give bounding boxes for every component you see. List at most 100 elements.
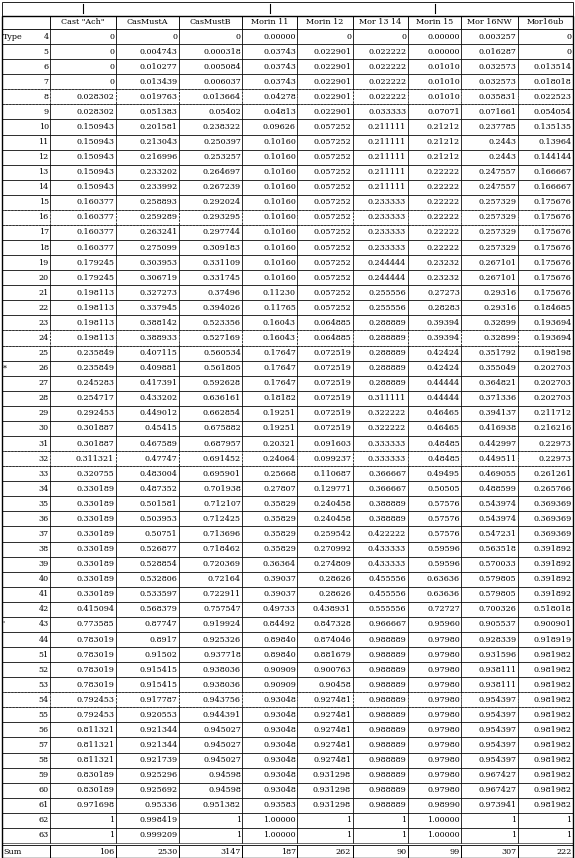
Bar [297,135,352,149]
Text: 44: 44 [39,636,49,644]
Bar [518,587,573,601]
Text: 0.03743: 0.03743 [263,78,296,86]
Text: 0.570033: 0.570033 [478,560,516,568]
Text: 1: 1 [236,817,241,825]
Bar [179,527,243,541]
Text: 0.013439: 0.013439 [139,78,178,86]
Bar [116,527,179,541]
Text: 0.967427: 0.967427 [478,786,516,795]
Text: 0.175676: 0.175676 [534,228,572,237]
Bar [297,165,352,179]
Text: 0.006037: 0.006037 [203,78,241,86]
Text: 0.022222: 0.022222 [368,93,406,101]
Bar [2,376,50,390]
Text: 0.330189: 0.330189 [76,545,114,553]
Text: Mor16ub: Mor16ub [527,19,564,27]
Text: 0.022901: 0.022901 [313,93,351,101]
Text: 0.355049: 0.355049 [478,364,516,372]
Text: 0.003257: 0.003257 [478,33,516,40]
Bar [297,89,352,105]
Text: 0: 0 [109,33,114,40]
Bar [408,89,461,105]
Bar [518,722,573,738]
Text: 0.10160: 0.10160 [263,274,296,281]
Text: 0.415094: 0.415094 [76,606,114,613]
Text: 0.487352: 0.487352 [140,485,178,492]
Text: 0.927481: 0.927481 [313,726,351,734]
Text: 0.253257: 0.253257 [203,153,241,161]
Text: 0.237785: 0.237785 [478,123,516,131]
Bar [2,346,50,360]
Bar [408,451,461,466]
Text: 0.10160: 0.10160 [263,258,296,267]
Text: 0.921344: 0.921344 [139,741,178,749]
Bar [179,662,243,677]
Bar [2,466,50,481]
Text: 0.87747: 0.87747 [145,620,178,628]
Text: 0.95960: 0.95960 [427,620,460,628]
Bar [2,828,50,843]
Text: 0.691452: 0.691452 [203,455,241,462]
Text: 0.330189: 0.330189 [76,590,114,598]
Text: 0.988889: 0.988889 [369,680,406,689]
Text: 0.46465: 0.46465 [427,409,460,417]
Text: 0.944391: 0.944391 [202,711,241,719]
Text: 0.971698: 0.971698 [76,801,114,809]
Text: 0.442997: 0.442997 [478,439,516,448]
Text: 1: 1 [511,831,516,839]
Bar [243,571,297,587]
Bar [2,647,50,662]
Bar [408,782,461,798]
Bar [518,316,573,330]
Bar [50,466,116,481]
Text: 0.000318: 0.000318 [203,47,241,56]
Text: 0.438931: 0.438931 [313,606,351,613]
Bar [297,541,352,557]
Text: 0.274809: 0.274809 [313,560,351,568]
Text: 0.560534: 0.560534 [203,349,241,357]
Bar [50,330,116,346]
Bar [408,707,461,722]
Bar [297,481,352,496]
Text: 0.259542: 0.259542 [313,530,351,538]
Text: 0.032573: 0.032573 [478,78,516,86]
Text: 0.533597: 0.533597 [140,590,178,598]
Text: 0.97980: 0.97980 [427,741,460,749]
Bar [50,707,116,722]
Text: 0.811321: 0.811321 [76,726,114,734]
Bar [461,300,518,316]
Text: 0.022523: 0.022523 [534,93,572,101]
Bar [297,707,352,722]
Text: 0.184685: 0.184685 [534,304,572,311]
Bar [2,738,50,752]
Text: 0.981982: 0.981982 [534,666,572,674]
Bar [461,707,518,722]
Text: 0.198113: 0.198113 [76,319,114,327]
Text: 0.306719: 0.306719 [140,274,178,281]
Bar [297,346,352,360]
Bar [461,496,518,511]
Text: 0.331109: 0.331109 [203,258,241,267]
Bar [518,240,573,255]
Bar [2,210,50,225]
Bar [461,105,518,119]
Text: 0.449012: 0.449012 [139,409,178,417]
Bar [461,406,518,421]
Bar [179,451,243,466]
Bar [116,677,179,692]
Text: 0.95336: 0.95336 [144,801,178,809]
Text: 15: 15 [39,198,49,207]
Text: 0.433202: 0.433202 [139,395,178,402]
Bar [179,617,243,632]
Text: 0.49495: 0.49495 [427,469,460,478]
Text: 0.2443: 0.2443 [488,153,516,161]
Text: 0.792453: 0.792453 [76,711,114,719]
Text: 0.333333: 0.333333 [368,439,406,448]
Bar [50,89,116,105]
Bar [179,165,243,179]
Bar [50,632,116,647]
Bar [179,59,243,75]
Bar [2,44,50,59]
Text: 0.013664: 0.013664 [203,93,241,101]
Text: 0.449511: 0.449511 [478,455,516,462]
